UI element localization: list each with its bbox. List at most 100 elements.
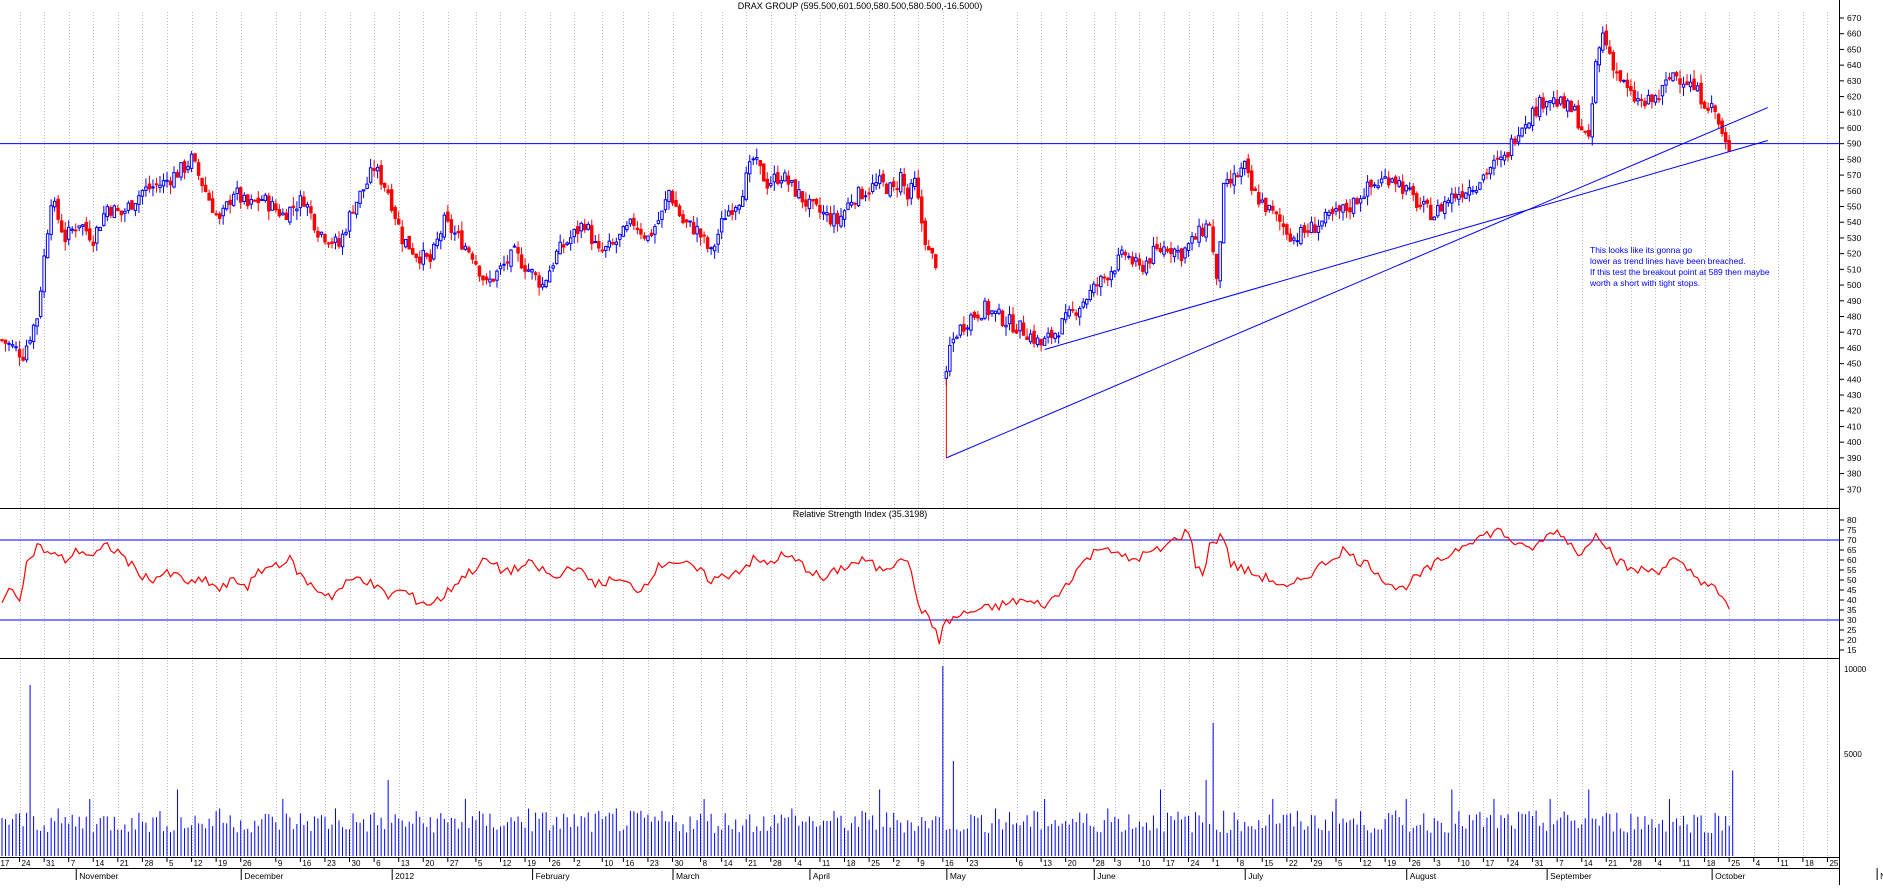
candle-body	[375, 166, 380, 172]
candle-body	[347, 211, 352, 232]
candle-body	[674, 199, 678, 207]
day-tick-label: 9	[920, 859, 925, 868]
candle-body	[670, 190, 675, 204]
volume-bar	[815, 826, 817, 856]
volume-bar	[738, 832, 740, 856]
candle-body	[1253, 188, 1257, 191]
day-tick-label: 20	[1068, 859, 1077, 868]
candle-body	[1113, 270, 1117, 275]
volume-bar	[1061, 823, 1063, 856]
candle-body	[1523, 124, 1528, 129]
volume-bar	[482, 813, 484, 856]
candle-body	[519, 254, 524, 269]
volume-bar	[745, 819, 747, 856]
candle-body	[491, 278, 496, 282]
candle-body	[154, 183, 159, 186]
price-tick-label: 520	[1847, 249, 1861, 259]
candle-body	[533, 272, 538, 276]
candle-body	[358, 190, 362, 204]
price-tick-label: 600	[1847, 123, 1861, 133]
day-tick-label: 26	[243, 859, 252, 868]
volume-bar	[1054, 820, 1056, 856]
volume-bar	[1454, 823, 1456, 856]
volume-bar	[1142, 826, 1144, 856]
candle-body	[502, 263, 506, 266]
candle-body	[21, 356, 25, 361]
day-tick-label: 22	[1289, 859, 1298, 868]
candle-body	[976, 314, 980, 319]
candle-body	[0, 339, 4, 342]
volume-bar	[1114, 816, 1116, 856]
candle-body	[1235, 175, 1240, 178]
volume-bar	[921, 817, 923, 856]
candle-body	[1179, 248, 1184, 262]
day-tick-label: 14	[95, 859, 104, 868]
candle-body	[1544, 101, 1549, 108]
volume-bar	[1630, 813, 1632, 856]
candle-body	[432, 243, 436, 260]
volume-bar	[96, 824, 98, 856]
day-tick-label: 2	[576, 859, 581, 868]
candle-body	[1151, 245, 1156, 264]
candle-body	[1558, 96, 1563, 105]
volume-bar	[1247, 826, 1249, 856]
candle-body	[1362, 196, 1366, 200]
candle-body	[1337, 205, 1342, 212]
candle-body	[1699, 82, 1703, 105]
candle-body	[309, 206, 313, 214]
candle-body	[821, 211, 826, 215]
candle-body	[1404, 185, 1408, 192]
volume-bar	[686, 832, 688, 856]
candle-body	[488, 278, 492, 283]
candle-body	[221, 207, 225, 217]
volume-bar	[450, 817, 452, 856]
candle-body	[31, 324, 36, 343]
volume-bar	[320, 815, 322, 856]
candle-body	[870, 183, 875, 192]
volume-bar	[64, 817, 66, 856]
volume-bar	[208, 818, 210, 856]
day-tick-label: 19	[527, 859, 536, 868]
candle-body	[516, 247, 520, 254]
volume-bar	[57, 808, 59, 856]
volume-bar	[1690, 832, 1692, 856]
candle-body	[723, 218, 727, 221]
volume-bar	[1486, 817, 1488, 856]
candle-body	[684, 219, 689, 223]
candle-body	[863, 195, 868, 198]
candle-body	[667, 189, 671, 203]
volume-bar	[1128, 814, 1130, 856]
day-tick-label: 15	[1264, 859, 1273, 868]
candle-body	[1643, 100, 1647, 107]
day-tick-label: 26	[552, 859, 561, 868]
day-tick-label: 23	[327, 859, 336, 868]
candle-body	[611, 242, 615, 245]
volume-bar	[991, 823, 993, 856]
volume-bar	[819, 825, 821, 856]
candle-body	[656, 220, 661, 225]
day-tick-label: 23	[650, 859, 659, 868]
candle-body	[386, 189, 390, 194]
candle-body	[993, 310, 998, 315]
volume-bar	[907, 820, 909, 856]
rsi-chart-title: Relative Strength Index (35.3198)	[793, 509, 928, 519]
month-label: March	[676, 871, 700, 881]
candle-body	[972, 311, 977, 318]
volume-bar	[429, 817, 431, 856]
volume-bar	[433, 832, 435, 856]
volume-bar	[1296, 810, 1298, 856]
candle-body	[530, 269, 534, 273]
candle-body	[902, 173, 906, 187]
volume-bar	[236, 832, 238, 856]
candle-body	[881, 173, 885, 183]
candle-body	[175, 171, 180, 178]
candle-body	[210, 198, 215, 213]
day-tick-label: 25	[1829, 859, 1838, 868]
volume-bar	[865, 812, 867, 856]
volume-bar	[352, 813, 354, 856]
candle-body	[238, 187, 243, 203]
volume-bar	[605, 816, 607, 856]
annotation-line-1: This looks like its gonna go	[1590, 245, 1692, 255]
candle-body	[312, 213, 317, 231]
candle-body	[512, 245, 517, 248]
